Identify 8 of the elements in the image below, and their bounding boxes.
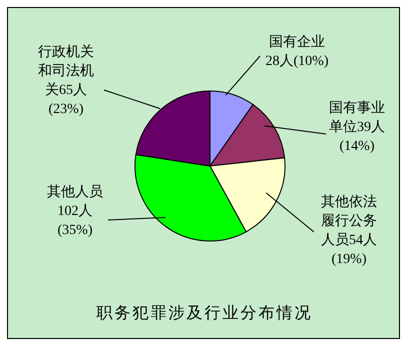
- slice-label: 国有事业单位39人(14%): [329, 100, 385, 154]
- data-label: 28人(10%): [266, 53, 329, 69]
- slice-label: 其他人员: [47, 184, 103, 200]
- data-label: 102人(35%): [58, 203, 93, 238]
- slice-label: 国有企业: [269, 34, 325, 50]
- slice-label: 行政机关和司法机关65人(23%): [38, 44, 94, 117]
- text: 职务犯罪涉及行业分布情况: [96, 303, 312, 322]
- slice-label: 其他依法履行公务人员54人(19%): [321, 194, 377, 267]
